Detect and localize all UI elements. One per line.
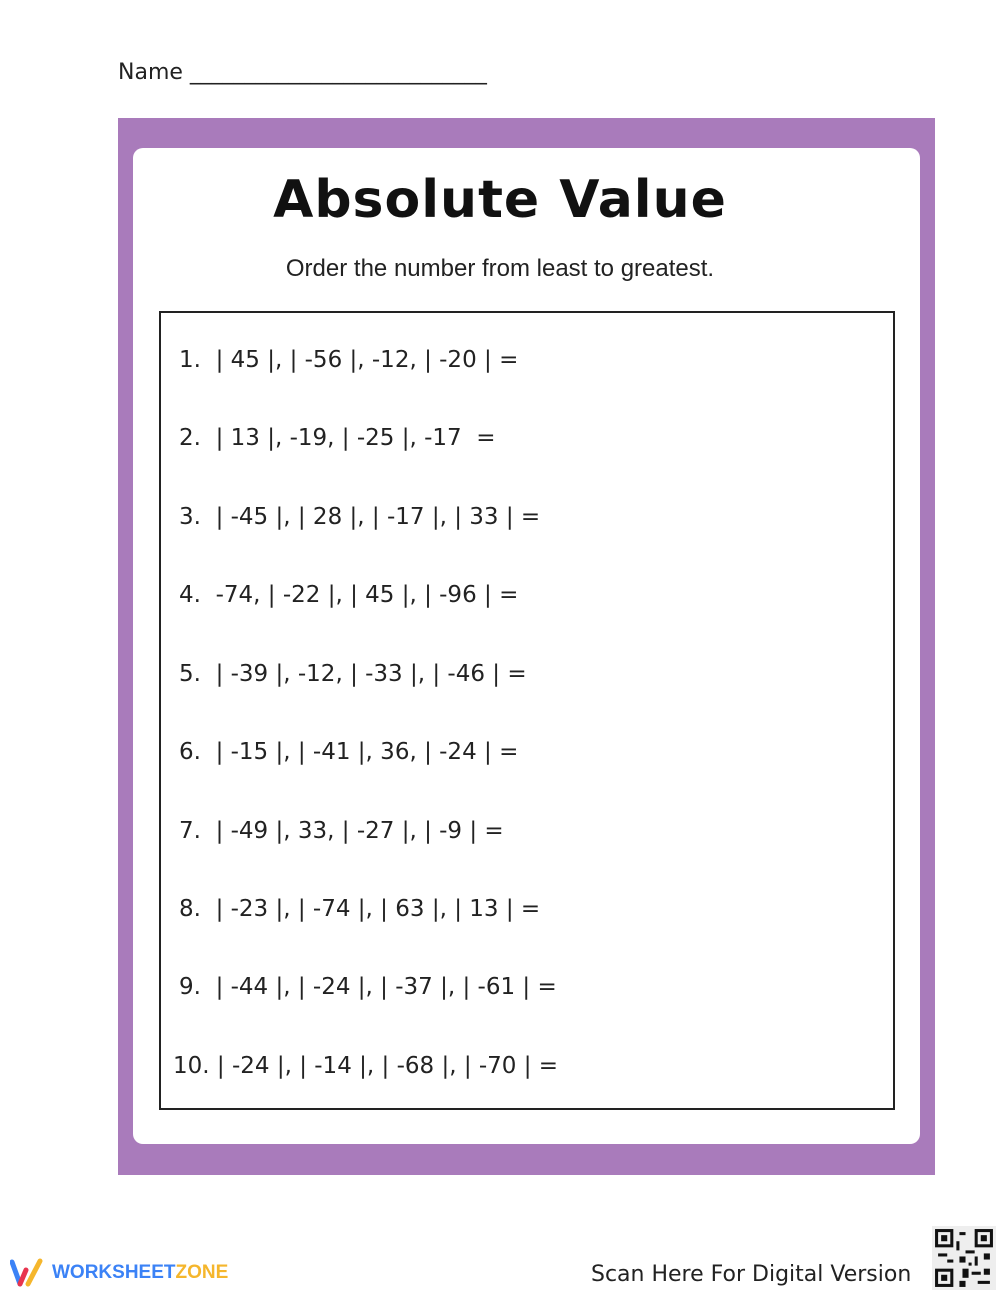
qr-code-icon[interactable] <box>932 1226 996 1290</box>
scan-text: Scan Here For Digital Version <box>591 1262 912 1287</box>
problem-9: 9. | -44 |, | -24 |, | -37 |, | -61 | = <box>179 974 557 1000</box>
worksheet-zone-logo: WORKSHEETZONE <box>10 1258 228 1288</box>
problems-box: 1. | 45 |, | -56 |, -12, | -20 | = 2. | … <box>159 311 895 1110</box>
problem-3: 3. | -45 |, | 28 |, | -17 |, | 33 | = <box>179 504 541 530</box>
logo-w-icon <box>10 1258 43 1287</box>
problem-10: 10. | -24 |, | -14 |, | -68 |, | -70 | = <box>173 1053 559 1079</box>
brand-zone: ZONE <box>175 1262 229 1283</box>
problem-6: 6. | -15 |, | -41 |, 36, | -24 | = <box>179 739 519 765</box>
problem-8: 8. | -23 |, | -74 |, | 63 |, | 13 | = <box>179 896 541 922</box>
problem-7: 7. | -49 |, 33, | -27 |, | -9 | = <box>179 818 504 844</box>
problem-5: 5. | -39 |, -12, | -33 |, | -46 | = <box>179 661 527 687</box>
instructions: Order the number from least to greatest. <box>285 255 715 282</box>
worksheet-frame <box>118 118 935 1175</box>
name-field-label: Name ___________________________ <box>118 60 487 85</box>
problem-4: 4. -74, | -22 |, | 45 |, | -96 | = <box>179 582 519 608</box>
worksheet-card <box>133 148 920 1144</box>
brand-worksheet: WORKSHEET <box>52 1262 176 1283</box>
problem-1: 1. | 45 |, | -56 |, -12, | -20 | = <box>179 347 519 373</box>
worksheet-title: Absolute Value <box>273 170 727 230</box>
problem-2: 2. | 13 |, -19, | -25 |, -17 = <box>179 425 496 451</box>
